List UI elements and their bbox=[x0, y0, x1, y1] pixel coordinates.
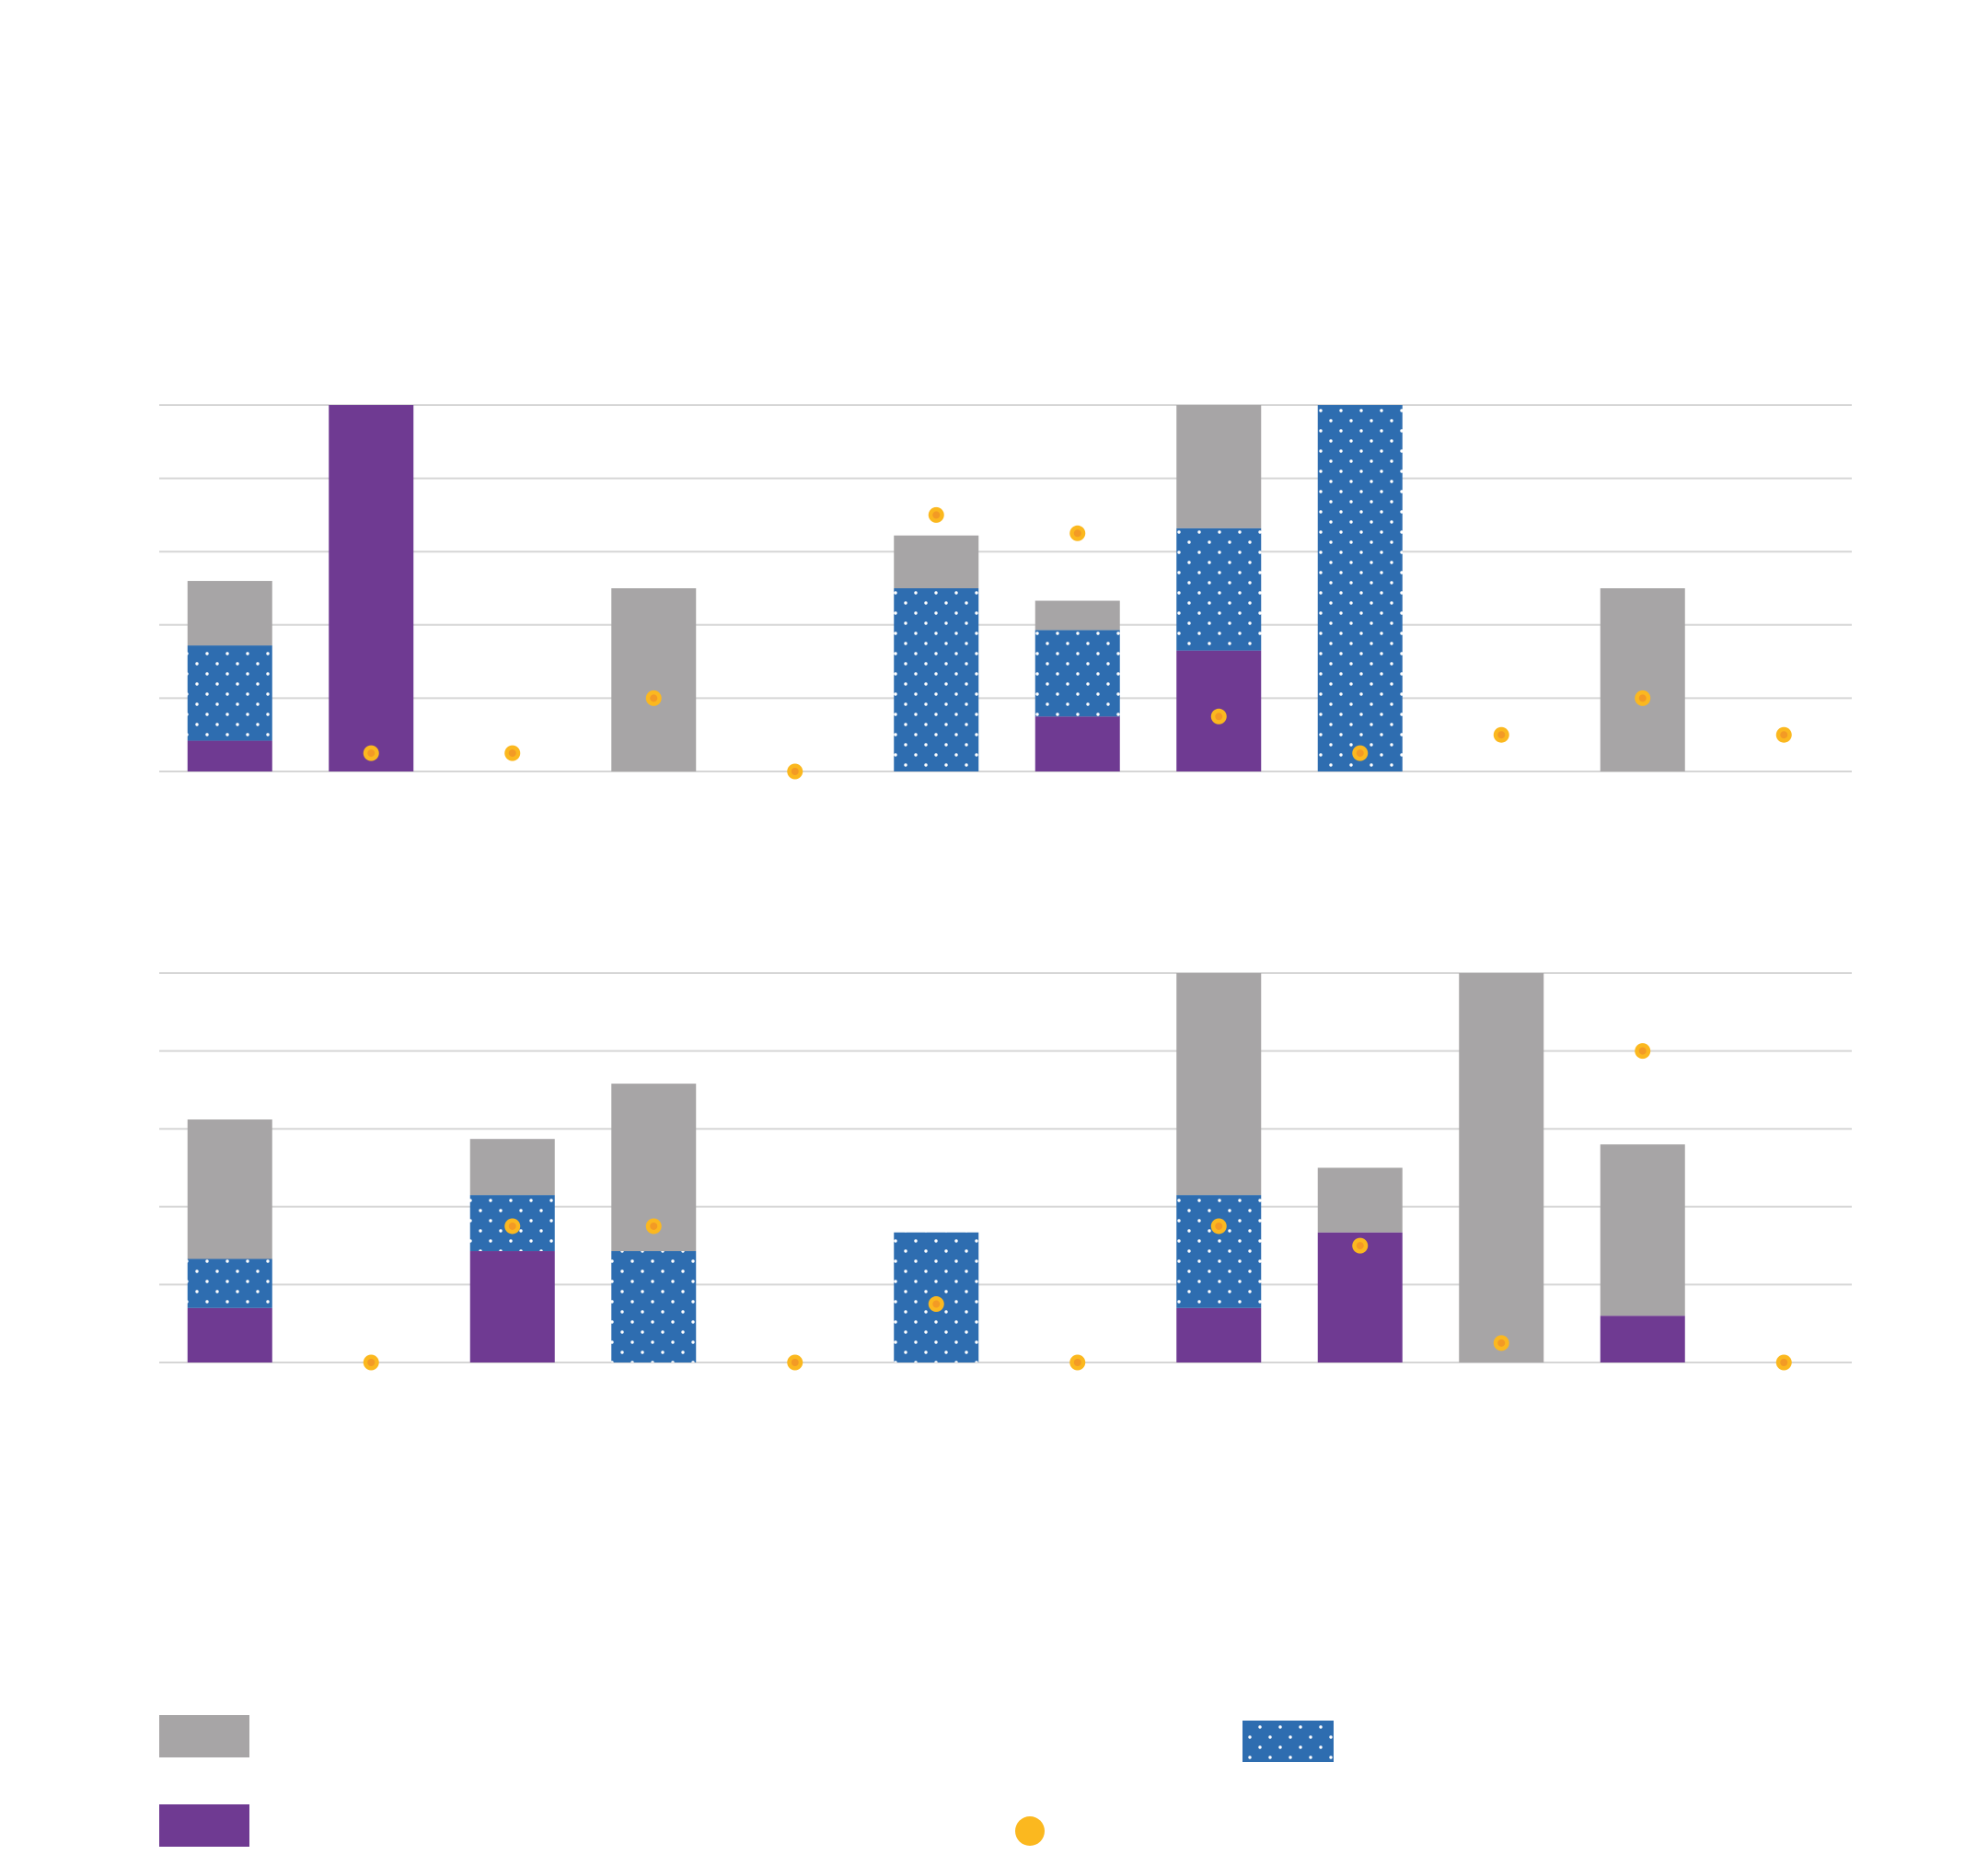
bar-blue-0 bbox=[187, 645, 272, 741]
marker-point-core-2 bbox=[508, 1222, 516, 1230]
bar-gray-10 bbox=[1600, 588, 1685, 771]
marker-point-core-10 bbox=[1638, 694, 1647, 702]
bar-blue-7 bbox=[1176, 1195, 1262, 1308]
legend-swatch-gray bbox=[159, 1715, 249, 1757]
bar-purple-6 bbox=[1034, 716, 1120, 771]
marker-point-core-7 bbox=[1215, 713, 1223, 721]
bar-gray-2 bbox=[469, 1139, 555, 1196]
legend-marker-dot bbox=[1015, 1816, 1045, 1846]
bar-gray-10 bbox=[1600, 1144, 1685, 1316]
marker-point-core-2 bbox=[508, 749, 516, 758]
bar-purple-10 bbox=[1600, 1316, 1685, 1362]
bar-purple-8 bbox=[1317, 1232, 1403, 1362]
bar-blue-8 bbox=[1317, 405, 1403, 771]
bar-gray-0 bbox=[187, 1119, 272, 1259]
marker-point-core-4 bbox=[791, 1359, 799, 1366]
legend-swatch-purple bbox=[159, 1804, 249, 1847]
marker-point-core-9 bbox=[1497, 1339, 1506, 1347]
bar-blue-0 bbox=[187, 1258, 272, 1308]
bar-purple-0 bbox=[187, 740, 272, 771]
marker-point-core-4 bbox=[791, 768, 799, 775]
bar-gray-7 bbox=[1176, 973, 1262, 1196]
marker-point-core-7 bbox=[1215, 1222, 1223, 1230]
marker-point-core-3 bbox=[650, 1222, 658, 1230]
marker-point-core-5 bbox=[932, 511, 941, 519]
marker-point-core-11 bbox=[1780, 731, 1788, 739]
bar-gray-0 bbox=[187, 581, 272, 646]
bar-purple-7 bbox=[1176, 1307, 1262, 1362]
bar-purple-1 bbox=[329, 405, 414, 771]
marker-point-core-11 bbox=[1780, 1359, 1788, 1366]
marker-point-core-8 bbox=[1356, 1242, 1364, 1250]
marker-point-core-3 bbox=[650, 694, 658, 702]
bar-gray-5 bbox=[894, 535, 979, 588]
bar-blue-5 bbox=[894, 588, 979, 771]
marker-point-core-10 bbox=[1638, 1047, 1647, 1055]
marker-point-core-5 bbox=[932, 1300, 941, 1308]
bar-blue-3 bbox=[611, 1251, 697, 1362]
legend-swatch-blue bbox=[1242, 1721, 1334, 1762]
bar-gray-8 bbox=[1317, 1167, 1403, 1233]
marker-point-core-9 bbox=[1497, 731, 1506, 739]
bar-blue-6 bbox=[1034, 630, 1120, 717]
bar-purple-0 bbox=[187, 1307, 272, 1362]
bar-gray-9 bbox=[1459, 973, 1544, 1362]
bar-gray-6 bbox=[1034, 600, 1120, 631]
bar-gray-7 bbox=[1176, 405, 1262, 528]
chart-legend bbox=[159, 1715, 1334, 1847]
top-chart-panel bbox=[159, 404, 1852, 780]
marker-point-core-6 bbox=[1073, 529, 1081, 538]
bar-purple-2 bbox=[469, 1251, 555, 1362]
marker-point-core-6 bbox=[1073, 1359, 1081, 1366]
bar-blue-7 bbox=[1176, 528, 1262, 651]
marker-point-core-1 bbox=[367, 749, 376, 758]
marker-point-core-8 bbox=[1356, 749, 1364, 758]
marker-point-core-1 bbox=[367, 1359, 376, 1366]
bar-gray-3 bbox=[611, 588, 697, 771]
bottom-chart-panel bbox=[159, 972, 1852, 1371]
